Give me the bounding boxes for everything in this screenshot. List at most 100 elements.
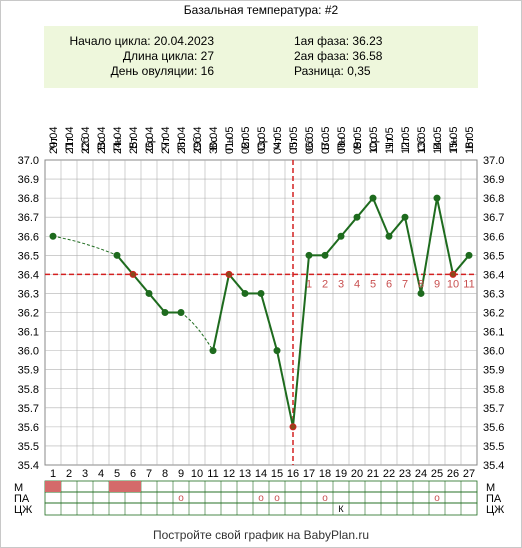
weekday-label: Сб [416, 137, 428, 151]
y-tick-label-right: 36.6 [483, 231, 504, 243]
intercourse-mark: о [178, 493, 184, 504]
y-tick-label-left: 35.8 [18, 384, 39, 396]
phase2-count-label: 8 [418, 278, 424, 290]
weekday-label: Чт [48, 137, 60, 149]
date-label: 27.04 [160, 126, 172, 154]
data-point [385, 232, 393, 240]
day-number-label: 1 [50, 468, 56, 480]
day-number-label: 4 [98, 468, 104, 480]
y-tick-label-left: 36.4 [18, 269, 39, 281]
y-tick-label-left: 36.0 [18, 346, 39, 358]
date-label: 07.05 [320, 126, 332, 154]
mucus-mark: К [338, 504, 344, 514]
series-segment [132, 273, 150, 295]
data-point [417, 289, 425, 297]
y-tick-label-right: 36.3 [483, 288, 504, 300]
day-number-label: 9 [178, 468, 184, 480]
data-point [401, 213, 409, 221]
ovulation-day-text: День овуляции: 16 [110, 64, 214, 78]
day-number-label: 26 [447, 468, 459, 480]
data-point [49, 232, 57, 240]
weekday-label: Чт [272, 137, 284, 149]
y-tick-label-left: 36.1 [18, 327, 39, 339]
day-number-label: 25 [431, 468, 443, 480]
series-segment [388, 216, 406, 237]
data-point [113, 251, 121, 259]
phase2-count-label: 1 [306, 278, 312, 290]
data-point [369, 194, 377, 202]
series-gap-segment [180, 312, 214, 351]
data-point [209, 347, 217, 355]
date-label: 24.04 [112, 126, 124, 154]
y-tick-label-right: 35.9 [483, 365, 504, 377]
phase2-text: 2ая фаза: 36.58 [294, 49, 383, 63]
day-number-label: 21 [367, 468, 379, 480]
date-label: 29.04 [192, 126, 204, 154]
y-tick-label-right: 36.5 [483, 250, 504, 262]
cycle-start-text: Начало цикла: 20.04.2023 [69, 34, 214, 48]
phase2-count-label: 6 [386, 278, 392, 290]
y-tick-label-left: 36.9 [18, 174, 39, 186]
series-segment [372, 197, 390, 237]
series-segment [436, 197, 454, 275]
date-label: 30.04 [208, 126, 220, 154]
date-label: 26.04 [144, 126, 156, 154]
day-number-label: 7 [146, 468, 152, 480]
series-segment [292, 255, 310, 427]
day-number-label: 20 [351, 468, 363, 480]
info-row [44, 502, 478, 516]
day-number-label: 19 [335, 468, 347, 480]
weekday-label: Пн [224, 137, 236, 151]
mucus-row-label-right: ЦЖ [486, 504, 504, 516]
phase2-count-label: 10 [447, 278, 459, 290]
date-label: 28.04 [176, 126, 188, 154]
intercourse-mark: о [258, 493, 264, 504]
chart-title: Базальная температура: #2 [183, 3, 339, 17]
day-number-label: 23 [399, 468, 411, 480]
day-number-label: 13 [239, 468, 251, 480]
series-segment [324, 235, 342, 256]
y-tick-label-right: 36.7 [483, 212, 504, 224]
y-tick-label-left: 35.7 [18, 403, 39, 415]
menses-cell [45, 481, 61, 492]
weekday-label: Пт [176, 137, 188, 150]
y-tick-label-left: 35.5 [18, 441, 39, 453]
y-tick-label-left: 36.6 [18, 231, 39, 243]
series-segment [404, 216, 422, 294]
y-tick-label-left: 36.7 [18, 212, 39, 224]
data-point [129, 270, 137, 278]
data-point [449, 270, 457, 278]
date-label: 09.05 [352, 126, 364, 154]
date-label: 14.05 [432, 126, 444, 154]
intercourse-mark: о [274, 493, 280, 504]
data-point [465, 251, 473, 259]
data-point [433, 194, 441, 202]
weekday-label: Чт [160, 137, 172, 149]
phase2-count-label: 3 [338, 278, 344, 290]
series-segment [356, 197, 374, 218]
y-tick-label-left: 35.4 [18, 460, 39, 472]
data-point [337, 232, 345, 240]
day-number-label: 8 [162, 468, 168, 480]
weekday-label: Вс [96, 137, 108, 150]
date-label: 23.04 [96, 126, 108, 154]
y-tick-label-left: 36.3 [18, 288, 39, 300]
y-tick-label-right: 36.2 [483, 308, 504, 320]
intercourse-mark: о [322, 493, 328, 504]
y-tick-label-left: 36.5 [18, 250, 39, 262]
y-tick-label-left: 37.0 [18, 155, 39, 167]
phase2-count-label: 9 [434, 278, 440, 290]
data-point [273, 347, 281, 355]
date-label: 22.04 [80, 126, 92, 154]
weekday-label: Пт [64, 137, 76, 150]
series-segment [228, 273, 246, 295]
weekday-label: Вс [320, 137, 332, 150]
date-label: 25.04 [128, 126, 140, 154]
y-tick-label-right: 36.1 [483, 327, 504, 339]
data-point [145, 289, 153, 297]
weekday-label: Вс [208, 137, 220, 150]
series-segment [452, 254, 470, 276]
date-label: 08.05 [336, 126, 348, 154]
data-point [225, 270, 233, 278]
day-number-label: 2 [66, 468, 72, 480]
